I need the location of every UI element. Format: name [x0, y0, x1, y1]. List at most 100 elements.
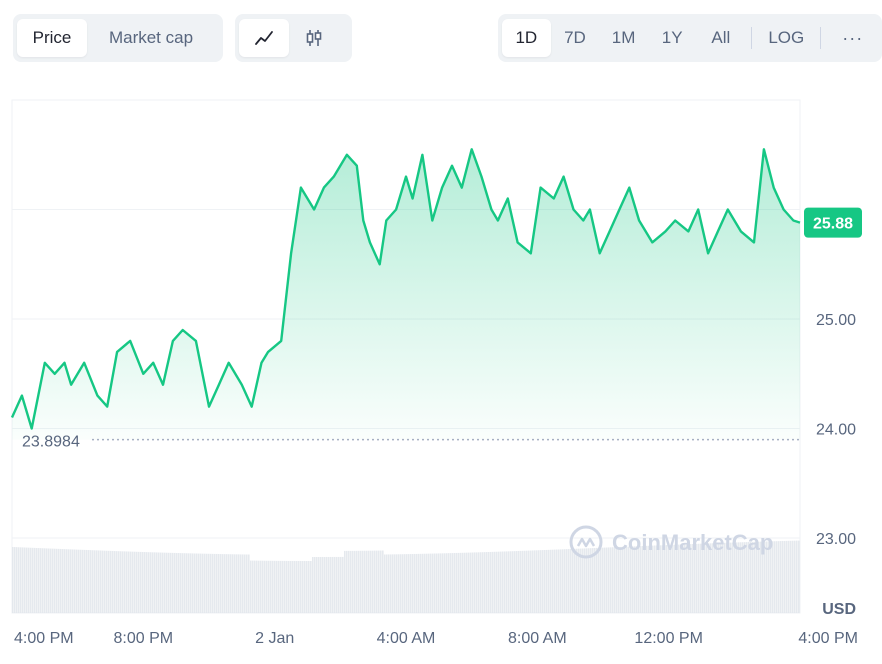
- volume-bar: [706, 543, 708, 613]
- volume-bar: [730, 542, 732, 613]
- line-chart-button[interactable]: [239, 19, 289, 57]
- volume-bar: [578, 548, 580, 613]
- volume-bar: [196, 553, 198, 613]
- volume-bar: [14, 547, 16, 613]
- volume-bar: [294, 560, 296, 613]
- volume-bar: [512, 551, 514, 613]
- volume-bar: [30, 547, 32, 613]
- volume-bar: [572, 548, 574, 613]
- volume-bar: [20, 547, 22, 613]
- volume-bar: [502, 551, 504, 613]
- volume-bar: [54, 548, 56, 613]
- volume-bar: [170, 552, 172, 613]
- volume-bar: [628, 546, 630, 613]
- range-1d-tab[interactable]: 1D: [502, 19, 551, 57]
- volume-bar: [680, 544, 682, 613]
- volume-bar: [350, 550, 352, 613]
- volume-bar: [134, 551, 136, 613]
- volume-bar: [154, 552, 156, 613]
- volume-bar: [670, 544, 672, 613]
- price-tab[interactable]: Price: [17, 19, 87, 57]
- volume-bar: [374, 550, 376, 613]
- volume-bar: [58, 548, 60, 613]
- volume-bar: [494, 551, 496, 613]
- candlestick-button[interactable]: [289, 19, 339, 57]
- volume-bar: [436, 553, 438, 613]
- volume-bar: [82, 549, 84, 613]
- volume-bar: [244, 554, 246, 613]
- volume-bar: [250, 560, 252, 613]
- range-all-tab[interactable]: All: [711, 28, 731, 47]
- volume-bar: [558, 549, 560, 613]
- volume-bar: [432, 553, 434, 613]
- volume-bar: [152, 552, 154, 613]
- volume-bar: [768, 541, 770, 613]
- volume-bar: [200, 553, 202, 613]
- volume-bar: [84, 549, 86, 613]
- volume-bar: [660, 545, 662, 613]
- volume-bar: [662, 545, 664, 613]
- volume-bar: [770, 541, 772, 613]
- volume-bar: [310, 560, 312, 613]
- volume-bar: [410, 554, 412, 613]
- volume-bar: [798, 540, 800, 613]
- volume-bar: [144, 552, 146, 613]
- more-options-button[interactable]: ···: [842, 27, 864, 48]
- volume-bar: [608, 547, 610, 613]
- volume-bar: [534, 550, 536, 613]
- volume-bar: [94, 550, 96, 613]
- volume-bar: [758, 541, 760, 613]
- volume-bar: [386, 554, 388, 613]
- volume-bar: [646, 545, 648, 613]
- volume-bar: [544, 549, 546, 613]
- metric-toggle: Price Market cap: [13, 14, 223, 62]
- volume-bar: [402, 554, 404, 613]
- volume-bar: [34, 547, 36, 613]
- x-tick-label: 8:00 PM: [114, 630, 174, 647]
- volume-bar: [108, 550, 110, 613]
- volume-bar: [70, 549, 72, 613]
- range-1m-tab[interactable]: 1M: [611, 28, 636, 47]
- volume-bar: [206, 553, 208, 613]
- volume-bar: [752, 541, 754, 613]
- volume-bar: [276, 560, 278, 613]
- volume-bar: [74, 549, 76, 613]
- volume-bar: [328, 556, 330, 613]
- volume-bar: [648, 545, 650, 613]
- range-1y-tab[interactable]: 1Y: [661, 28, 683, 47]
- log-scale-button[interactable]: LOG: [768, 28, 805, 47]
- volume-bar: [540, 550, 542, 613]
- volume-bar: [700, 543, 702, 613]
- y-axis: 23.00 24.00 25.00: [816, 312, 856, 548]
- volume-bar: [574, 548, 576, 613]
- market-cap-tab[interactable]: Market cap: [108, 28, 194, 47]
- coinmarketcap-logo-icon: [569, 525, 603, 559]
- y-tick-label: 25.00: [816, 312, 856, 329]
- volume-bar: [64, 549, 66, 613]
- volume-bar: [358, 550, 360, 613]
- volume-bar: [146, 552, 148, 613]
- volume-bar: [748, 542, 750, 613]
- volume-bar: [268, 560, 270, 613]
- volume-bar: [584, 548, 586, 613]
- range-7d-tab[interactable]: 7D: [564, 28, 586, 47]
- volume-bar: [184, 553, 186, 613]
- volume-bar: [372, 550, 374, 613]
- volume-bar: [454, 553, 456, 613]
- volume-bar: [486, 552, 488, 613]
- volume-bar: [340, 556, 342, 613]
- volume-bar: [306, 560, 308, 613]
- volume-bar: [278, 560, 280, 613]
- volume-bar: [478, 552, 480, 613]
- volume-bar: [406, 554, 408, 613]
- volume-bar: [284, 560, 286, 613]
- current-price-badge: 25.88: [804, 207, 862, 238]
- volume-bar: [88, 550, 90, 613]
- x-axis: 4:00 PM 8:00 PM 2 Jan 4:00 AM 8:00 AM 12:00 P…: [14, 630, 858, 647]
- volume-bar: [452, 553, 454, 613]
- volume-bar: [716, 543, 718, 613]
- volume-bar: [296, 560, 298, 613]
- x-tick-label: 4:00 AM: [377, 630, 436, 647]
- volume-bar: [720, 542, 722, 613]
- volume-bar: [484, 552, 486, 613]
